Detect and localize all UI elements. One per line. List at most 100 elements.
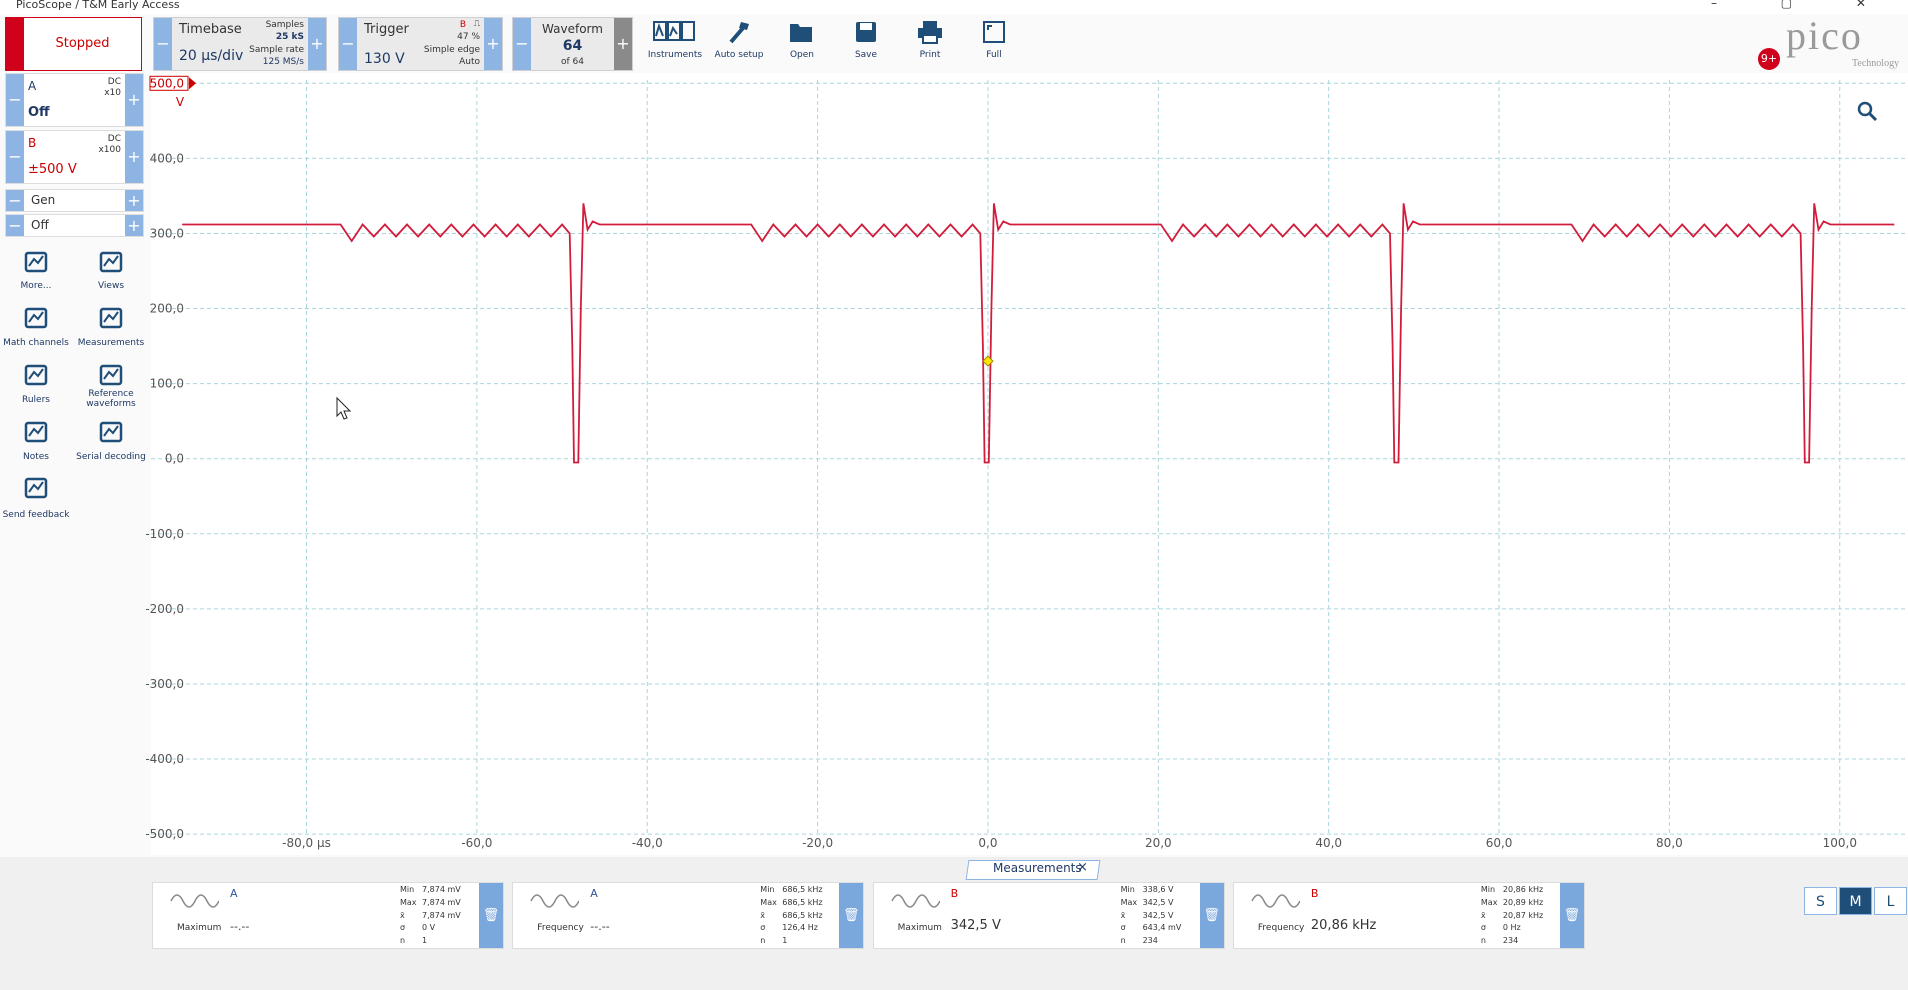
stat-value: 1 bbox=[422, 936, 428, 946]
offset-marker bbox=[189, 77, 196, 90]
sidebar-button[interactable]: Rulers bbox=[0, 362, 74, 417]
trigger-mode: Auto bbox=[459, 57, 480, 67]
sidebar-label[interactable]: Rulers bbox=[22, 395, 50, 405]
card-measurement: Frequency bbox=[1257, 923, 1305, 933]
measurement-card[interactable]: B Frequency 20,86 kHz Min 20,86 kHz Max 20,89 … bbox=[1232, 882, 1585, 949]
increase-button[interactable]: + bbox=[484, 18, 502, 70]
tab-close[interactable]: × bbox=[1077, 860, 1088, 875]
logo: pico bbox=[1786, 13, 1863, 58]
sidebar-icon bbox=[0, 421, 74, 447]
decrease-button[interactable]: − bbox=[154, 18, 172, 70]
card-value: --.-- bbox=[230, 920, 250, 933]
toolbar-button[interactable]: Instruments bbox=[643, 18, 707, 70]
button-label[interactable]: Print bbox=[919, 50, 941, 60]
sidebar-button[interactable]: More... bbox=[0, 249, 74, 303]
sidebar-label[interactable]: Measurements bbox=[77, 338, 145, 348]
decrease-button[interactable]: − bbox=[6, 190, 24, 211]
generator-label[interactable]: Off bbox=[31, 218, 49, 232]
x-tick-label: 20,0 bbox=[1145, 836, 1172, 850]
sidebar-label[interactable]: Math channels bbox=[3, 338, 69, 348]
delete-button[interactable]: 🗑 bbox=[479, 883, 503, 948]
toolbar-button[interactable]: Full bbox=[962, 18, 1026, 70]
sidebar-label[interactable]: More... bbox=[20, 281, 52, 291]
edge-icon: ⎍ bbox=[473, 19, 480, 29]
sidebar-button[interactable]: Send feedback bbox=[0, 475, 74, 532]
generator-label[interactable]: Gen bbox=[31, 193, 56, 207]
size-button[interactable]: L bbox=[1874, 887, 1907, 915]
previous-button[interactable]: − bbox=[513, 18, 531, 70]
button-label[interactable]: Instruments bbox=[647, 50, 703, 60]
button-label[interactable]: Full bbox=[986, 50, 1002, 60]
channel-range[interactable]: ±500 V bbox=[28, 162, 77, 177]
coupling: DC bbox=[107, 77, 121, 87]
increase-button[interactable]: + bbox=[125, 215, 143, 236]
zoom-icon[interactable] bbox=[1857, 101, 1878, 122]
run-stop-button[interactable]: Stopped bbox=[5, 17, 142, 71]
next-button[interactable]: + bbox=[614, 18, 632, 70]
toolbar-button[interactable]: Save bbox=[834, 18, 898, 70]
sidebar-label[interactable]: Send feedback bbox=[2, 510, 70, 520]
toolbar-button[interactable]: Auto setup bbox=[707, 18, 771, 70]
toolbar-button[interactable]: Print bbox=[898, 18, 962, 70]
sidebar-label[interactable]: Notes bbox=[23, 452, 49, 462]
increase-button[interactable]: + bbox=[125, 131, 143, 183]
stat-label: x̄ bbox=[1480, 910, 1486, 920]
button-label[interactable]: Auto setup bbox=[714, 50, 764, 60]
card-channel: B bbox=[1310, 887, 1319, 900]
channel-name: B bbox=[28, 136, 37, 150]
delete-button[interactable]: 🗑 bbox=[1199, 883, 1224, 948]
y-tick-label: 200,0 bbox=[150, 302, 184, 316]
measurement-card[interactable]: B Maximum 342,5 V Min 338,6 V Max 342,5 V x̄ 342… bbox=[872, 882, 1225, 949]
sidebar-button[interactable]: Measurements bbox=[73, 305, 149, 360]
sidebar-label[interactable]: Reference waveforms bbox=[86, 389, 136, 409]
card-measurement: Maximum bbox=[897, 923, 942, 933]
button-label[interactable]: Save bbox=[854, 50, 878, 60]
sidebar-button[interactable]: Notes bbox=[0, 419, 74, 474]
sidebar-button[interactable]: Views bbox=[73, 249, 149, 303]
y-tick-label: 0,0 bbox=[165, 452, 184, 466]
increase-button[interactable]: + bbox=[125, 190, 143, 211]
y-tick-label: 400,0 bbox=[150, 151, 184, 165]
window-controls[interactable]: – ▢ ✕ bbox=[1710, 0, 1896, 10]
stat-label: n bbox=[400, 936, 406, 946]
stat-value: 234 bbox=[1502, 936, 1519, 946]
decrease-button[interactable]: − bbox=[339, 18, 357, 70]
sidebar-label[interactable]: Serial decoding bbox=[76, 452, 146, 462]
stat-label: Min bbox=[400, 885, 415, 894]
tab-title[interactable]: Measurements bbox=[993, 861, 1082, 875]
sidebar-icon bbox=[73, 364, 149, 390]
measurement-card[interactable]: A Maximum --.-- Min 7,874 mV Max 7,874 mV x̄ 7,8… bbox=[152, 882, 504, 949]
probe: x10 bbox=[104, 88, 121, 98]
trigger-type: Simple edge bbox=[423, 45, 480, 55]
increase-button[interactable]: + bbox=[308, 18, 326, 70]
delete-button[interactable]: 🗑 bbox=[1559, 883, 1584, 948]
stat-label: n bbox=[1480, 936, 1486, 946]
decrease-button[interactable]: − bbox=[6, 215, 24, 236]
notification-badge[interactable]: 9+ bbox=[1758, 48, 1780, 70]
stat-label: σ bbox=[1120, 923, 1126, 933]
sidebar-label[interactable]: Views bbox=[97, 281, 125, 291]
generator-control: − + Off bbox=[5, 214, 144, 237]
decrease-button[interactable]: − bbox=[6, 131, 24, 183]
stat-value: 126,4 Hz bbox=[782, 923, 818, 933]
toolbar-button[interactable]: Open bbox=[770, 18, 834, 70]
channel-range[interactable]: Off bbox=[28, 105, 50, 120]
x-tick-label: -60,0 bbox=[461, 836, 492, 850]
stat-value: 686,5 kHz bbox=[782, 910, 823, 920]
size-button[interactable]: M bbox=[1839, 887, 1872, 915]
y-tick-label: 100,0 bbox=[150, 377, 184, 391]
stat-label: Max bbox=[400, 897, 417, 907]
delete-button[interactable]: 🗑 bbox=[839, 883, 864, 948]
sidebar-button[interactable]: Serial decoding bbox=[73, 419, 149, 474]
increase-button[interactable]: + bbox=[125, 74, 143, 126]
stat-label: x̄ bbox=[760, 910, 766, 920]
sidebar-button[interactable]: Math channels bbox=[0, 305, 74, 360]
stat-value: 342,5 V bbox=[1142, 910, 1174, 920]
stat-label: x̄ bbox=[1120, 910, 1126, 920]
measurement-card[interactable]: A Frequency --.-- Min 686,5 kHz Max 686,5 kHz x… bbox=[512, 882, 865, 949]
sidebar-button[interactable]: Reference waveforms bbox=[73, 362, 149, 411]
decrease-button[interactable]: − bbox=[6, 74, 24, 126]
size-button[interactable]: S bbox=[1804, 887, 1837, 915]
button-label[interactable]: Open bbox=[789, 50, 815, 60]
